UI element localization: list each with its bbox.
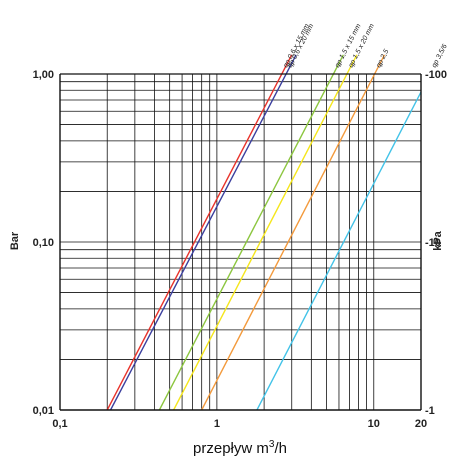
y-tick-label-left: 0,01: [33, 405, 54, 417]
x-tick-label: 10: [368, 418, 380, 430]
grid: [60, 73, 422, 410]
series-line: [173, 54, 358, 410]
series-group: [106, 54, 421, 410]
y-tick-label-left: 0,10: [33, 237, 54, 249]
x-axis-title-main: przepływ m: [193, 440, 269, 457]
x-tick-label: 20: [415, 418, 427, 430]
x-tick-label: 1: [214, 418, 220, 430]
x-axis-title-sup: 3: [269, 439, 275, 450]
series-line: [256, 90, 421, 410]
y-tick-label-right: -100: [425, 69, 447, 81]
series-line: [201, 54, 386, 410]
y-axis-title-left: Bar: [9, 231, 21, 250]
y-tick-label-left: 1,00: [33, 69, 54, 81]
x-axis-title-suffix: /h: [274, 440, 287, 457]
y-tick-label-right: -1: [425, 405, 435, 417]
series-label: qp 2,5: [375, 48, 390, 69]
y-axis-title-right: kPa: [432, 230, 444, 250]
series-label: qp 3,5/6: [431, 43, 449, 69]
series-line: [109, 54, 297, 410]
x-axis-title: przepływ m3/h: [193, 439, 287, 457]
tick-labels: 0,1 1 10 20 0,01 0,10 1,00 -1 -10 -100: [33, 69, 447, 430]
series-line: [158, 54, 344, 410]
x-tick-label: 0,1: [52, 418, 67, 430]
y-tick-label-right: -10: [425, 237, 441, 249]
plot-frame: [59, 73, 422, 411]
series-line: [106, 54, 293, 410]
